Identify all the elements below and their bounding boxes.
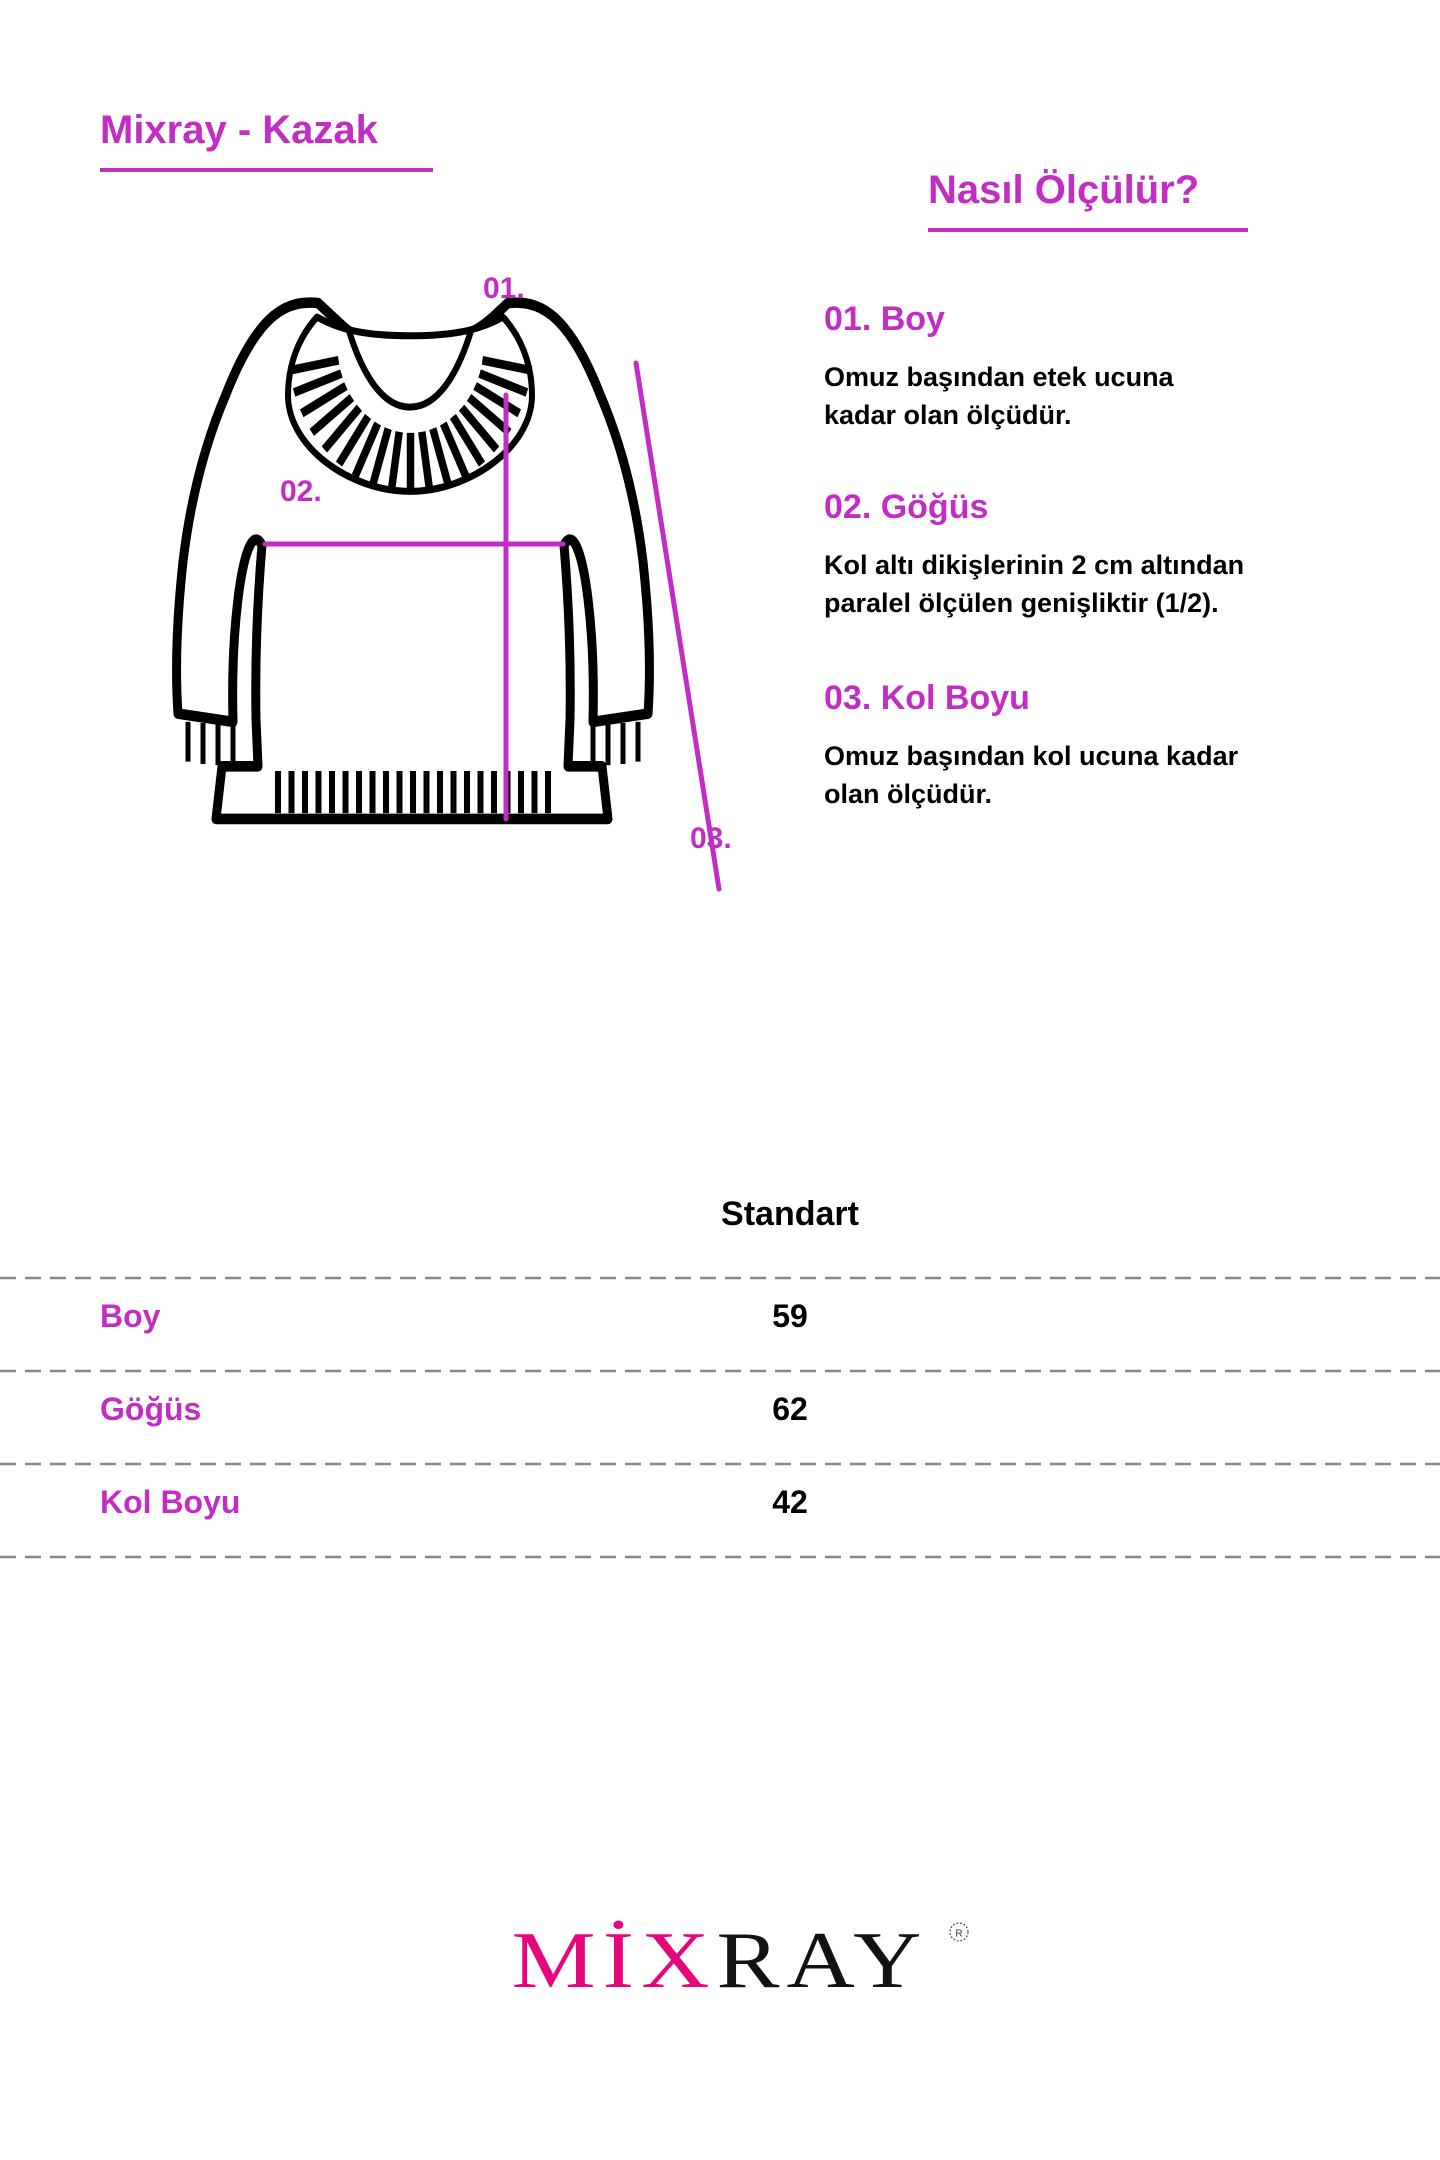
svg-text:R: R — [955, 1929, 962, 1940]
